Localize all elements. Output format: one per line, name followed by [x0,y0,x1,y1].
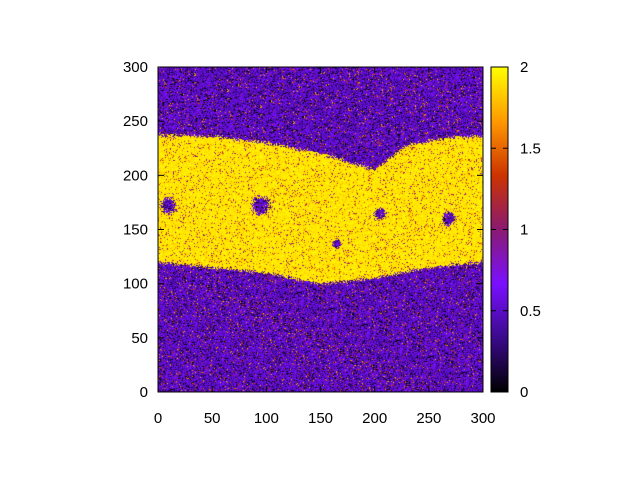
x-tick-label-5: 250 [416,410,441,427]
y-axis: 0 50 100 150 200 250 300 [123,59,483,401]
colorbar-tick-label-3: 1.5 [520,140,541,157]
y-tick-label-0: 0 [140,384,148,401]
x-tick-label-2: 100 [254,410,279,427]
y-tick-label-2: 100 [123,276,148,293]
colorbar-tick-label-1: 0.5 [520,303,541,320]
x-tick-label-1: 50 [204,410,221,427]
x-tick-label-0: 0 [154,410,162,427]
x-tick-label-6: 300 [470,410,495,427]
colorbar-tick-label-4: 2 [520,59,528,76]
x-tick-label-3: 150 [308,410,333,427]
y-tick-label-6: 300 [123,59,148,76]
x-tick-label-4: 200 [362,410,387,427]
y-tick-label-3: 150 [123,222,148,239]
heatmap-raster-container [158,67,483,392]
y-tick-label-5: 250 [123,113,148,130]
y-tick-label-1: 50 [131,330,148,347]
heatmap-raster [158,67,483,392]
x-axis: 0 50 100 150 200 250 300 [154,67,496,427]
colorbar-tick-label-0: 0 [520,384,528,401]
y-tick-label-4: 200 [123,167,148,184]
colorbar-tick-label-2: 1 [520,222,528,239]
colorbar-axis: 0 0.5 1 1.5 2 [491,59,541,401]
